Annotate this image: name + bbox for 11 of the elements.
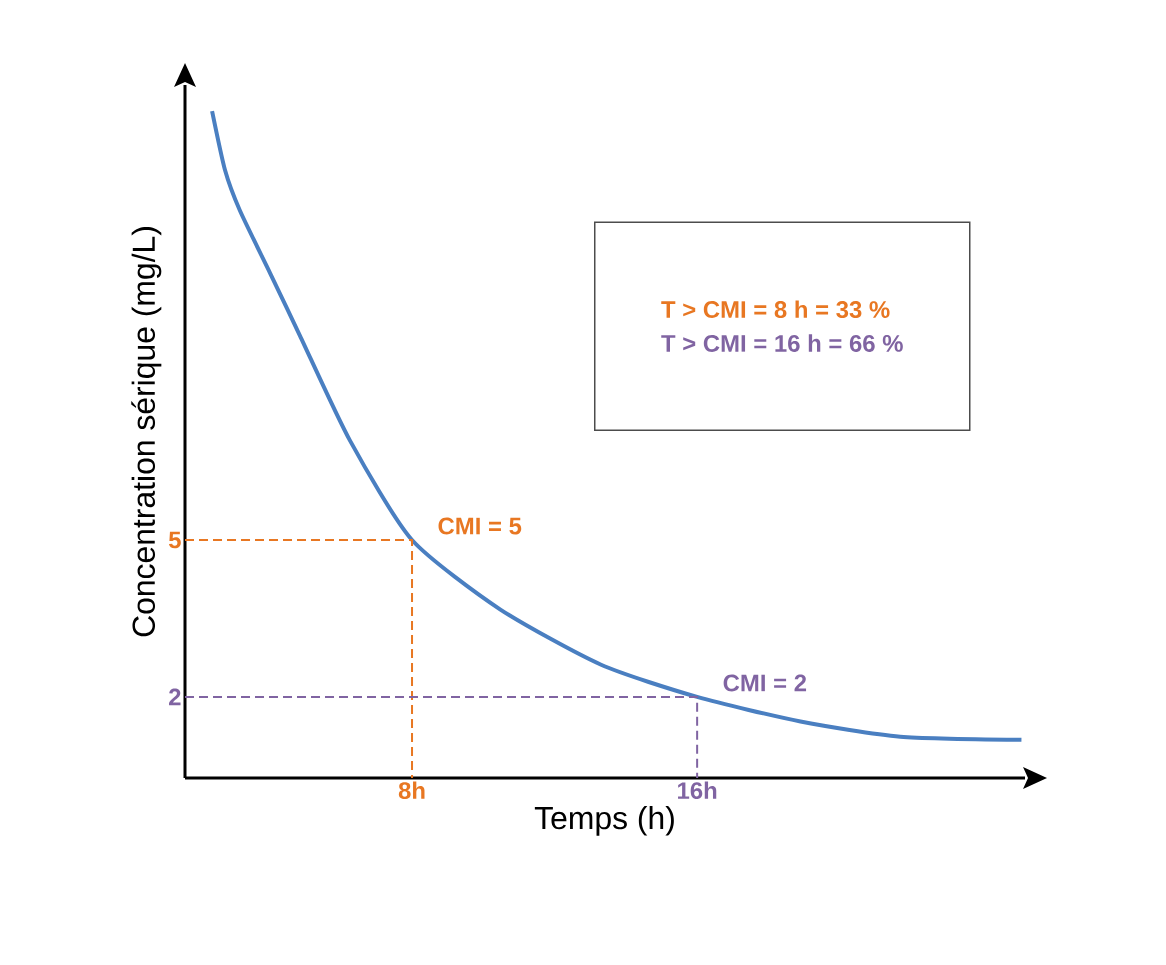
annotation: CMI = 5 xyxy=(438,517,522,535)
x-axis-title: Temps (h) xyxy=(534,805,674,836)
annotation: T > CMI = 8 h = 33 % xyxy=(661,300,890,319)
annotation: CMI = 2 xyxy=(723,674,807,692)
line-series xyxy=(210,109,1024,742)
y-tick-label: 5 xyxy=(168,531,181,549)
y-tick-label: 2 xyxy=(169,688,181,706)
x-tick-label: 16h xyxy=(678,781,717,800)
x-tick-label: 8h xyxy=(398,781,425,800)
annotation: T > CMI = 16 h = 66 % xyxy=(661,334,903,352)
y-axis-title: Concentration sérique (mg/L) xyxy=(131,227,162,637)
